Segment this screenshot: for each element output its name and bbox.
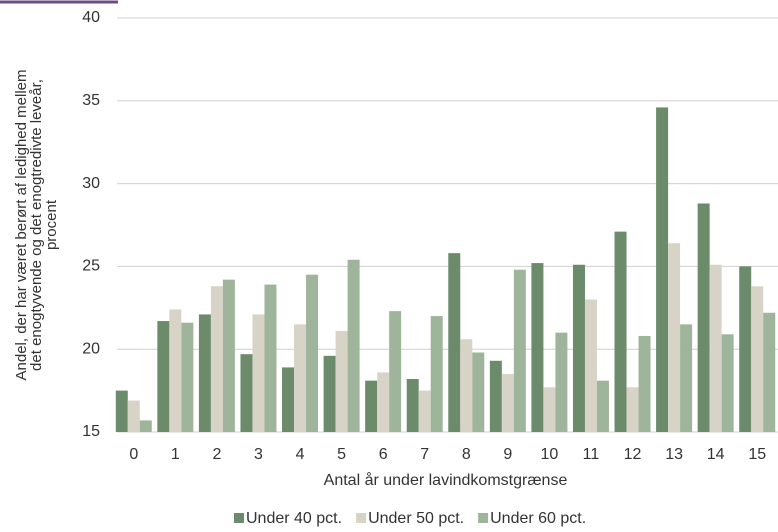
bar xyxy=(139,420,152,432)
bar xyxy=(721,334,734,432)
bar xyxy=(240,354,253,432)
x-tick-label: 3 xyxy=(254,446,263,463)
bar xyxy=(406,379,419,432)
bar xyxy=(739,266,752,432)
bar xyxy=(294,324,307,432)
x-tick-label: 14 xyxy=(707,446,725,463)
x-tick-label: 0 xyxy=(129,446,138,463)
bar xyxy=(347,259,360,432)
bar xyxy=(596,380,609,432)
y-tick-label: 35 xyxy=(82,92,100,109)
bar xyxy=(448,253,461,432)
y-axis-title: Andel, der har været berørt af ledighed … xyxy=(13,70,30,381)
bar xyxy=(127,400,140,432)
bar xyxy=(472,352,485,432)
y-tick-label: 15 xyxy=(82,423,100,440)
bar xyxy=(198,314,211,432)
bar xyxy=(584,299,597,432)
y-tick-label: 25 xyxy=(82,258,100,275)
y-tick-label: 40 xyxy=(82,9,100,26)
bar xyxy=(709,264,722,432)
bar xyxy=(169,309,182,432)
x-tick-label: 8 xyxy=(462,446,471,463)
bar xyxy=(555,332,568,432)
x-tick-label: 2 xyxy=(212,446,221,463)
y-tick-label: 20 xyxy=(82,340,100,357)
bar xyxy=(656,107,669,432)
bar xyxy=(365,380,378,432)
x-tick-label: 5 xyxy=(337,446,346,463)
legend-swatch xyxy=(234,513,244,523)
x-tick-label: 11 xyxy=(583,446,600,463)
bar xyxy=(668,243,681,432)
bar xyxy=(222,279,235,432)
bar xyxy=(501,374,514,432)
bar xyxy=(531,263,544,432)
bar xyxy=(763,312,776,432)
bar xyxy=(335,330,348,432)
x-tick-label: 7 xyxy=(420,446,429,463)
legend-label: Under 50 pct. xyxy=(368,510,464,527)
y-axis-title: det enogtyvende og det enogtredivte leve… xyxy=(28,79,45,371)
bar xyxy=(306,274,319,432)
bar xyxy=(418,390,431,432)
x-axis-title: Antal år under lavindkomstgrænse xyxy=(324,471,568,489)
x-tick-label: 1 xyxy=(171,446,180,463)
bar xyxy=(389,311,402,432)
x-tick-label: 4 xyxy=(296,446,305,463)
bar xyxy=(626,387,639,432)
bar xyxy=(697,203,710,432)
bar xyxy=(460,339,473,432)
bar xyxy=(430,316,443,432)
legend-label: Under 40 pct. xyxy=(246,510,342,527)
x-tick-label: 10 xyxy=(541,446,559,463)
legend-swatch xyxy=(478,513,489,523)
bar xyxy=(210,286,223,432)
x-tick-label: 6 xyxy=(379,446,388,463)
y-tick-label: 30 xyxy=(82,175,100,192)
bar xyxy=(252,314,265,432)
bar xyxy=(157,321,170,432)
x-tick-label: 13 xyxy=(665,446,683,463)
legend-swatch xyxy=(356,513,367,523)
bar xyxy=(513,269,526,432)
bar xyxy=(638,335,651,432)
bar xyxy=(282,367,295,432)
x-tick-label: 12 xyxy=(624,446,642,463)
bar xyxy=(115,390,128,432)
x-tick-label: 15 xyxy=(748,446,766,463)
bar xyxy=(572,264,585,432)
bar xyxy=(264,284,277,432)
bar xyxy=(323,355,336,432)
bar xyxy=(543,387,556,432)
bar xyxy=(377,372,390,432)
bar xyxy=(181,322,194,432)
x-tick-label: 9 xyxy=(503,446,512,463)
bar xyxy=(614,231,627,432)
bar xyxy=(751,286,764,432)
y-axis-title: procent xyxy=(43,199,60,250)
bar xyxy=(680,324,693,432)
bar xyxy=(489,360,502,432)
legend-label: Under 60 pct. xyxy=(490,510,586,527)
